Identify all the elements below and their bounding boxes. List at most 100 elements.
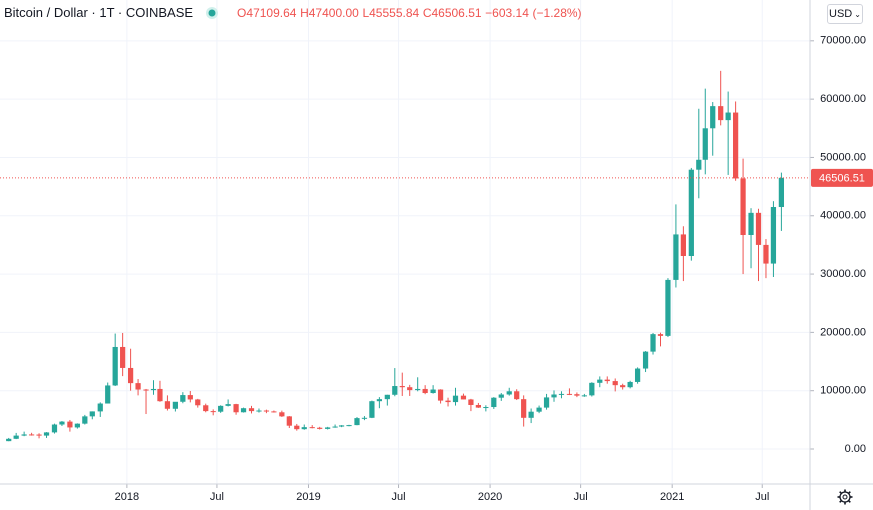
candle-body [733,112,739,179]
candle-body [574,394,580,396]
candle-body [445,400,451,403]
candle-body [36,434,42,436]
candle-body [650,334,656,352]
y-tick-label: 70000.00 [820,35,866,47]
y-tick-label: 0.00 [845,443,866,455]
candle-body [475,404,481,408]
candle-body [143,389,149,391]
candle-body [673,234,679,280]
candle-body [566,393,573,395]
settings-button[interactable] [837,489,853,505]
candle-body [172,401,178,409]
candle-body [430,389,436,394]
x-tick-label: 2019 [296,491,320,503]
candle-body [558,393,565,395]
candle-body [286,416,292,426]
candle-body [256,410,262,412]
candle-body [657,334,664,336]
status-icon[interactable] [205,6,219,20]
gear-tooth [847,491,851,495]
candle-body [354,418,360,426]
candle-body [248,408,255,412]
candle-body [112,346,118,386]
candle-body [543,397,550,408]
candle-body [634,368,641,382]
gear-ring [839,491,851,503]
candle-body [422,388,428,394]
candle-body [164,401,171,409]
dropdown-arrow: ⌄ [854,9,861,19]
legend-value: 45555.84 [369,6,420,20]
candle-body [82,416,88,424]
candle-body [498,394,504,398]
candle-body [521,399,527,418]
candle-body [13,435,19,439]
candle-body [332,426,338,428]
candle-body [294,425,300,430]
candle-body [21,434,27,436]
candle-body [6,438,12,442]
candle-body [506,391,512,395]
candle-body [407,387,413,391]
candle-body [778,177,785,208]
candle-body [415,388,421,391]
legend-key: O [237,6,247,20]
change: −603.14 [485,6,529,20]
candle-body [665,279,671,336]
x-tick-label: 2018 [115,491,139,503]
gear-tooth [847,499,851,503]
candle-body [135,383,141,390]
candle-body [338,425,345,427]
candle-body [240,408,247,413]
symbol-title: Bitcoin / Dollar · 1T · COINBASE [4,5,194,20]
candle-body [127,367,134,384]
candle-body [514,391,520,400]
candle-body [620,385,626,388]
candle-body [604,379,610,382]
candle-body [597,379,603,383]
candle-body [392,386,398,395]
y-tick-label: 60000.00 [820,93,866,105]
y-tick-label: 40000.00 [820,210,866,222]
candle-body [67,421,73,428]
legend-key: C [422,6,432,20]
candle-body [51,424,58,433]
candle-body [150,388,157,391]
candle-body [225,404,231,406]
legend-key: L [362,6,370,20]
candle-body [325,427,331,429]
y-tick-label: 10000.00 [820,385,866,397]
candle-body [437,389,444,401]
candle-body [59,421,65,425]
candle-body [710,106,716,129]
y-tick-label: 30000.00 [820,268,866,280]
legend-value: 46506.51 [431,6,482,20]
candle-body [120,346,126,368]
header: Bitcoin / Dollar · 1T · COINBASE O47109.… [4,5,582,20]
candle-body [369,401,375,418]
candle-body [279,412,285,417]
x-tick-label: 2020 [478,491,502,503]
candle-body [180,395,186,402]
candle-body [770,207,777,264]
gear-tooth [839,491,843,495]
candle-body [309,427,315,429]
candle-body [28,434,35,436]
candle-body [763,244,769,264]
candle-body [233,404,239,413]
candle-body [702,128,708,160]
candle-body [755,212,762,245]
candle-body [528,411,534,418]
currency-select[interactable]: USD ⌄ [827,4,863,24]
candle-body [627,381,633,388]
legend-key: H [300,6,309,20]
y-tick-label: 50000.00 [820,151,866,163]
candle-body [210,411,216,413]
candle-body [460,395,467,400]
candle-body [105,385,111,404]
candle-body [271,411,277,413]
candle-body [301,427,307,430]
currency: USD [829,8,853,20]
